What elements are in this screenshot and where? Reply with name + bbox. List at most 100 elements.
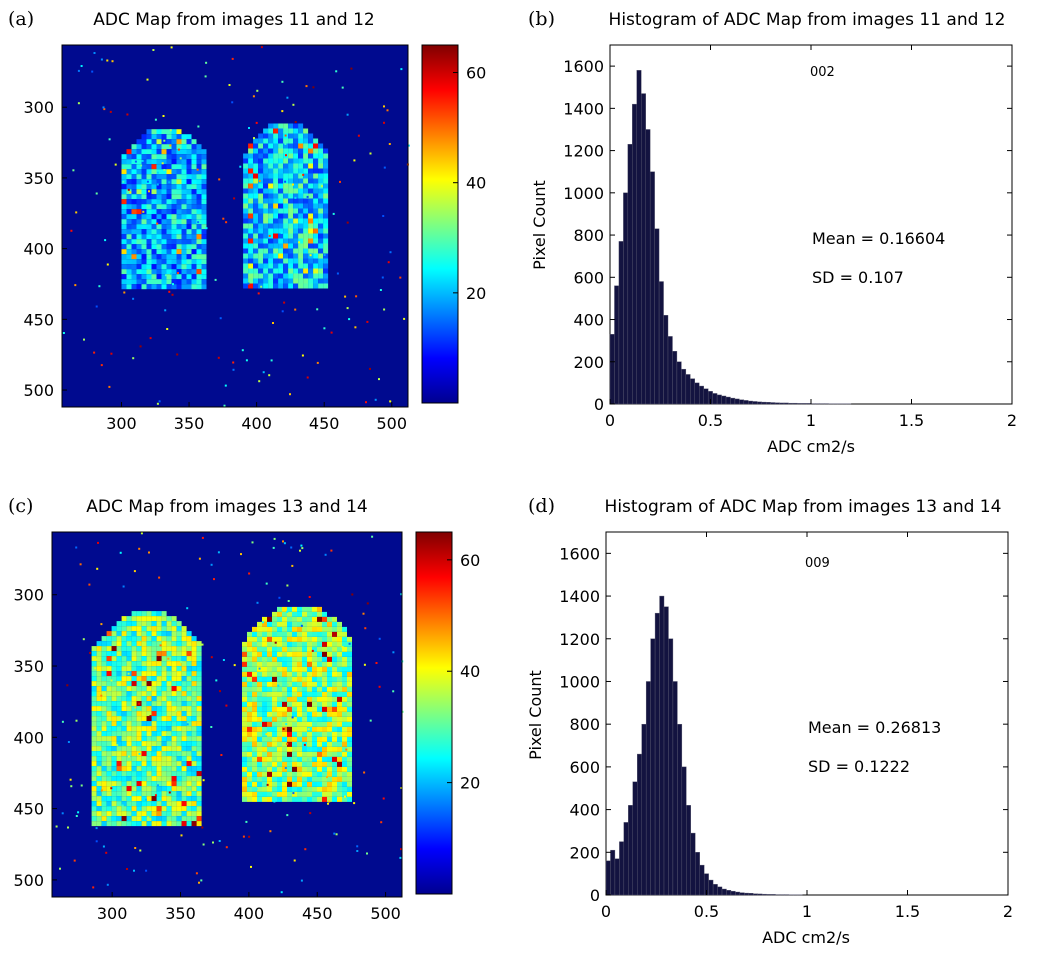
lung-cell <box>121 194 127 200</box>
lung-cell <box>146 676 152 682</box>
lung-cell <box>332 641 337 647</box>
lung-cell <box>262 716 267 722</box>
lung-cell <box>273 173 279 179</box>
lung-cell <box>258 168 264 174</box>
hist-bar <box>797 403 803 405</box>
lung-cell <box>161 149 167 155</box>
lung-cell <box>283 248 289 254</box>
lung-cell <box>126 164 132 170</box>
lung-cell <box>337 681 342 687</box>
lung-cell <box>106 816 112 822</box>
lung-cell <box>136 776 142 782</box>
panel-b-ylabel: Pixel Count <box>530 180 549 270</box>
lung-cell <box>283 218 289 224</box>
lung-cell <box>312 781 317 787</box>
lung-cell <box>248 248 254 254</box>
lung-cell <box>278 238 284 244</box>
lung-cell <box>242 776 247 782</box>
speckle-dot <box>69 778 72 781</box>
lung-cell <box>242 786 247 792</box>
lung-cell <box>121 711 127 717</box>
lung-cell <box>171 751 177 757</box>
lung-cell <box>156 771 162 777</box>
lung-cell <box>278 128 284 134</box>
lung-cell <box>302 781 307 787</box>
lung-cell <box>141 249 147 255</box>
speckle-dot <box>379 289 382 291</box>
hist-bar <box>734 398 740 405</box>
lung-cell <box>146 164 152 170</box>
lung-cell <box>263 173 269 179</box>
lung-cell <box>176 656 182 662</box>
lung-cell <box>332 731 337 737</box>
lung-cell <box>106 741 112 747</box>
lung-cell <box>287 781 292 787</box>
lung-cell <box>141 621 147 627</box>
lung-cell <box>252 726 257 732</box>
lung-cell <box>313 193 319 199</box>
lung-cell <box>248 173 254 179</box>
lung-cell <box>307 656 312 662</box>
lung-cell <box>161 179 167 185</box>
lung-cell <box>131 149 137 155</box>
lung-cell <box>196 666 202 672</box>
speckle-dot <box>149 715 152 718</box>
lung-cell <box>151 616 157 622</box>
lung-cell <box>262 796 267 802</box>
lung-cell <box>322 651 327 657</box>
lung-cell <box>166 796 172 802</box>
lung-cell <box>136 821 142 827</box>
lung-cell <box>131 746 137 752</box>
lung-cell <box>131 189 137 195</box>
lung-cell <box>191 661 197 667</box>
speckle-dot <box>291 564 294 567</box>
lung-cell <box>186 284 192 290</box>
speckle-dot <box>170 272 173 275</box>
lung-cell <box>191 169 197 175</box>
lung-cell <box>262 781 267 787</box>
lung-cell <box>191 796 197 802</box>
lung-cell <box>176 721 182 727</box>
lung-cell <box>156 696 162 702</box>
lung-cell <box>257 796 262 802</box>
lung-cell <box>272 656 277 662</box>
lung-cell <box>126 701 132 707</box>
lung-cell <box>121 731 127 737</box>
lung-cell <box>161 811 167 817</box>
lung-cell <box>186 731 192 737</box>
lung-cell <box>308 148 314 154</box>
lung-cell <box>131 651 137 657</box>
lung-cell <box>302 656 307 662</box>
lung-cell <box>181 821 187 827</box>
lung-cell <box>347 786 352 792</box>
lung-cell <box>96 691 102 697</box>
lung-cell <box>277 661 282 667</box>
lung-cell <box>131 249 137 255</box>
lung-cell <box>277 616 282 622</box>
lung-cell <box>181 224 187 230</box>
lung-cell <box>337 761 342 767</box>
lung-cell <box>126 199 132 205</box>
lung-cell <box>106 656 112 662</box>
lung-cell <box>141 179 147 185</box>
colorbar-tick-label: 60 <box>466 64 486 83</box>
lung-cell <box>181 154 187 160</box>
speckle-dot <box>255 121 258 124</box>
lung-cell <box>277 741 282 747</box>
lung-cell <box>272 711 277 717</box>
lung-cell <box>176 189 182 195</box>
lung-cell <box>156 626 162 632</box>
lung-cell <box>156 254 162 260</box>
lung-cell <box>278 183 284 189</box>
hist-bar <box>610 849 616 896</box>
lung-cell <box>288 208 294 214</box>
lung-cell <box>247 746 252 752</box>
lung-cell <box>176 811 182 817</box>
lung-cell <box>288 123 294 129</box>
lung-cell <box>146 736 152 742</box>
lung-cell <box>272 611 277 617</box>
speckle-dot <box>72 169 75 172</box>
lung-cell <box>248 183 254 189</box>
speckle-dot <box>163 169 166 171</box>
lung-cell <box>318 183 324 189</box>
